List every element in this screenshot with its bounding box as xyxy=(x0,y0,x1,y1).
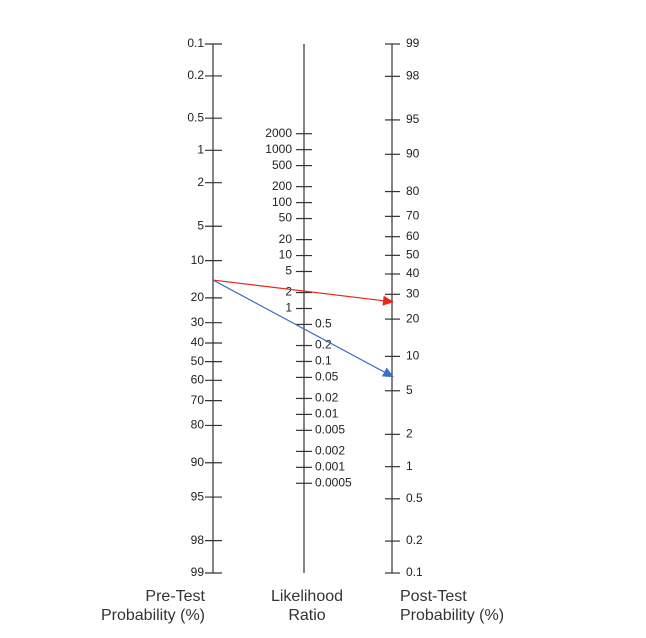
tick-label: 2 xyxy=(285,285,292,299)
tick-label: 0.005 xyxy=(315,423,345,437)
tick-label: 70 xyxy=(191,393,205,407)
tick-label: 20 xyxy=(406,311,420,325)
tick-label: 0.01 xyxy=(315,407,339,421)
tick-label: 50 xyxy=(279,211,293,225)
tick-label: 1 xyxy=(406,459,413,473)
tick-label: 1 xyxy=(197,142,204,156)
axis-title: Post-Test xyxy=(400,588,467,605)
tick-label: 0.1 xyxy=(315,354,332,368)
tick-label: 5 xyxy=(197,218,204,232)
axis-title: Probability (%) xyxy=(400,607,504,624)
tick-label: 0.001 xyxy=(315,460,345,474)
arrow-head xyxy=(381,367,394,378)
tick-label: 0.5 xyxy=(406,491,423,505)
tick-label: 99 xyxy=(406,36,420,50)
tick-label: 0.002 xyxy=(315,444,345,458)
tick-label: 80 xyxy=(191,418,205,432)
tick-label: 40 xyxy=(191,335,205,349)
arrow-shaft xyxy=(212,279,384,302)
tick-label: 80 xyxy=(406,184,420,198)
tick-label: 10 xyxy=(191,253,205,267)
tick-label: 40 xyxy=(406,266,420,280)
tick-label: 100 xyxy=(272,195,292,209)
tick-label: 0.2 xyxy=(406,533,423,547)
tick-label: 1000 xyxy=(265,142,292,156)
tick-label: 5 xyxy=(285,264,292,278)
tick-label: 95 xyxy=(406,112,420,126)
tick-label: 50 xyxy=(406,248,420,262)
tick-label: 0.02 xyxy=(315,391,339,405)
tick-label: 1 xyxy=(285,301,292,315)
tick-label: 0.5 xyxy=(187,110,204,124)
tick-label: 60 xyxy=(406,229,420,243)
tick-label: 500 xyxy=(272,158,292,172)
tick-label: 0.1 xyxy=(187,36,204,50)
tick-label: 70 xyxy=(406,209,420,223)
tick-label: 0.0005 xyxy=(315,475,352,489)
tick-label: 60 xyxy=(191,372,205,386)
arrow-shaft xyxy=(212,279,385,373)
tick-label: 30 xyxy=(191,315,205,329)
tick-label: 90 xyxy=(406,146,420,160)
tick-label: 0.2 xyxy=(187,68,204,82)
tick-label: 98 xyxy=(191,533,205,547)
tick-label: 90 xyxy=(191,455,205,469)
tick-label: 2 xyxy=(197,175,204,189)
axis-title: Probability (%) xyxy=(101,607,205,624)
tick-label: 10 xyxy=(406,349,420,363)
arrow xyxy=(212,279,394,378)
axis-title: Likelihood xyxy=(271,588,343,605)
tick-label: 20 xyxy=(191,290,205,304)
axis-title: Pre-Test xyxy=(145,588,205,605)
tick-label: 0.5 xyxy=(315,317,332,331)
tick-label: 98 xyxy=(406,69,420,83)
arrow xyxy=(212,279,394,306)
tick-label: 0.05 xyxy=(315,370,339,384)
tick-label: 50 xyxy=(191,354,205,368)
tick-label: 2 xyxy=(406,427,413,441)
tick-label: 0.1 xyxy=(406,565,423,579)
tick-label: 95 xyxy=(191,489,205,503)
arrow-head xyxy=(382,295,394,306)
tick-label: 2000 xyxy=(265,126,292,140)
tick-label: 99 xyxy=(191,565,205,579)
tick-label: 30 xyxy=(406,286,420,300)
tick-label: 5 xyxy=(406,383,413,397)
axis-title: Ratio xyxy=(288,607,325,624)
tick-label: 10 xyxy=(279,248,293,262)
tick-label: 200 xyxy=(272,179,292,193)
tick-label: 20 xyxy=(279,232,293,246)
